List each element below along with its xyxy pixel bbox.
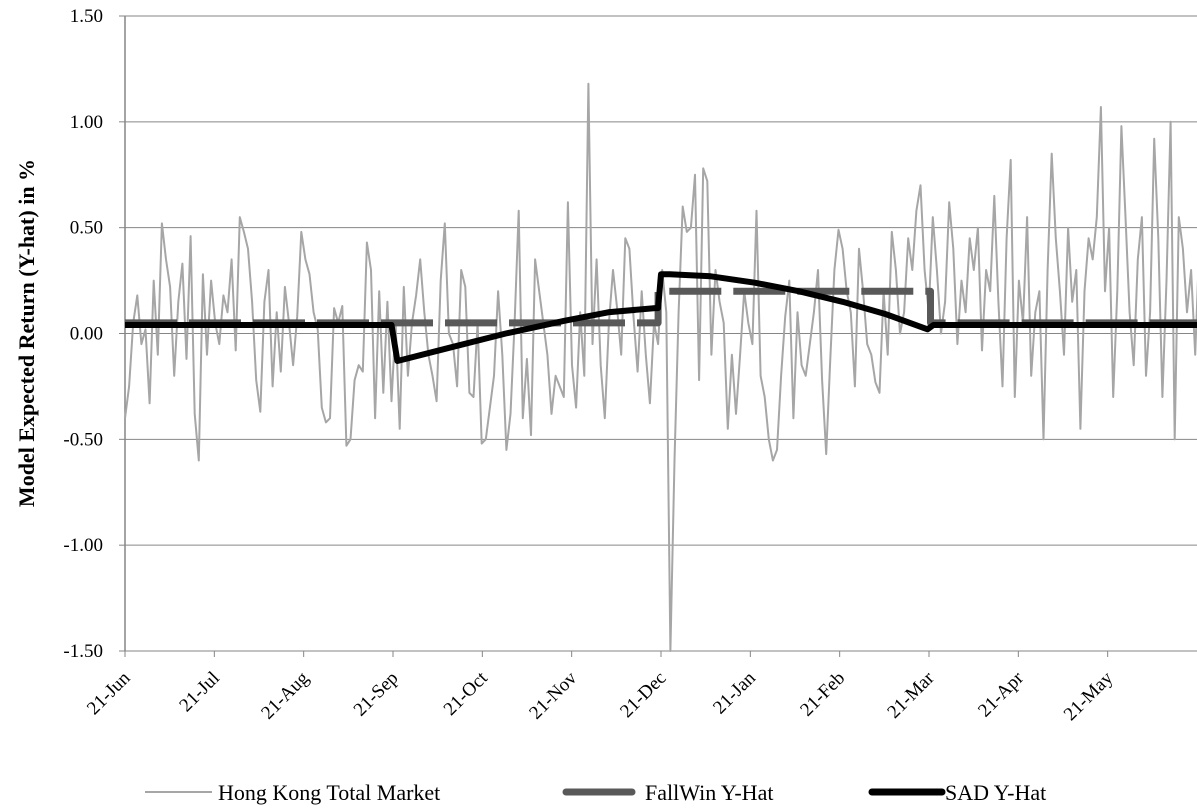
legend-item-fallwin: FallWin Y-Hat xyxy=(562,780,773,805)
legend-item-hong-kong: Hong Kong Total Market xyxy=(145,780,440,805)
x-tick-label: 21-Sep xyxy=(350,668,403,721)
y-tick-labels: 1.50 1.00 0.50 0.00 -0.50 -1.00 -1.50 xyxy=(63,6,103,662)
y-axis-label: Model Expected Return (Y-hat) in % xyxy=(14,159,39,507)
x-tick-label: 21-May xyxy=(1060,667,1118,725)
x-tick-label: 21-Oct xyxy=(440,667,493,720)
legend-label-fallwin: FallWin Y-Hat xyxy=(645,780,773,805)
y-tick-label: 1.00 xyxy=(70,112,103,133)
x-tick-label: 21-Jun xyxy=(83,667,135,719)
series-line-hong-kong xyxy=(124,82,1197,652)
series-layer xyxy=(124,82,1197,652)
y-tick-label: 0.00 xyxy=(70,324,103,345)
x-tick-label: 21-Jan xyxy=(709,667,760,718)
legend-label-hong-kong: Hong Kong Total Market xyxy=(218,780,440,805)
y-tick-label: -1.00 xyxy=(63,535,103,556)
x-tick-label: 21-Aug xyxy=(257,667,313,723)
y-tick-label: -1.50 xyxy=(63,641,103,662)
x-tick-label: 21-Mar xyxy=(883,667,939,723)
legend-label-sad: SAD Y-Hat xyxy=(945,780,1046,805)
x-tick-label: 21-Dec xyxy=(616,668,670,722)
series-line-sad xyxy=(125,271,1197,364)
x-tick-label: 21-Nov xyxy=(525,667,581,723)
x-tick-labels: 21-Jun 21-Jul 21-Aug 21-Sep 21-Oct 21-Nov 21-D… xyxy=(83,651,1118,725)
x-tick-label: 21-Feb xyxy=(796,668,849,721)
y-tick-label: -0.50 xyxy=(63,429,103,450)
legend: Hong Kong Total Market FallWin Y-Hat SAD… xyxy=(145,780,1046,805)
y-tick-label: 0.50 xyxy=(70,218,103,239)
legend-item-sad: SAD Y-Hat xyxy=(868,780,1046,805)
y-tick-label: 1.50 xyxy=(70,6,103,27)
x-tick-label: 21-Jul xyxy=(175,668,223,716)
x-tick-label: 21-Apr xyxy=(974,667,1028,721)
